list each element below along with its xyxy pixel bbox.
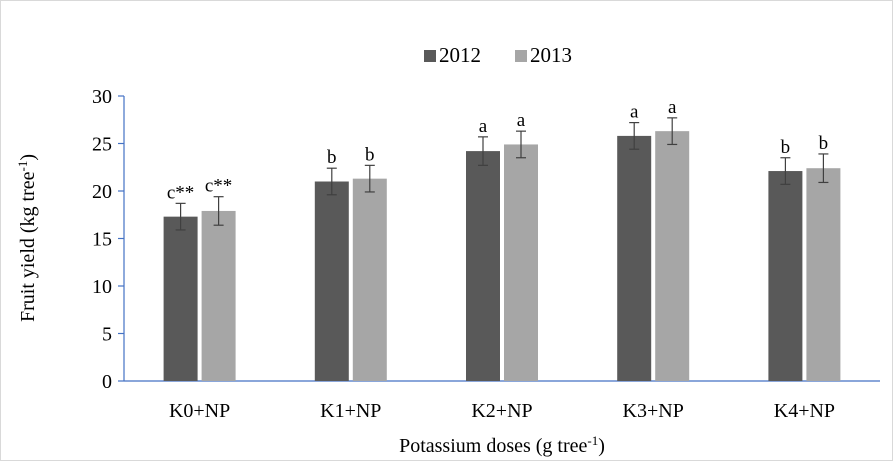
significance-label: a — [668, 97, 677, 118]
significance-label: a — [517, 110, 526, 131]
y-tick-label: 30 — [92, 86, 112, 108]
y-tick-group: 0 5 10 15 20 25 30 — [92, 86, 124, 393]
legend-label-2013: 2013 — [530, 43, 572, 67]
bar-2013-K1+NP — [352, 178, 387, 381]
significance-label: c** — [205, 176, 232, 197]
bar-2012-K0+NP — [163, 216, 198, 381]
significance-label: c** — [167, 182, 194, 203]
x-axis-title: Potassium doses (g tree-1) — [399, 433, 605, 457]
y-axis-title: Fruit yield (kg tree-1) — [15, 154, 39, 322]
x-tick-label: K0+NP — [169, 400, 230, 422]
bar-2013-K4+NP — [806, 168, 841, 381]
significance-label: b — [365, 144, 375, 165]
x-tick-label: K3+NP — [623, 400, 684, 422]
legend: 2012 2013 — [424, 43, 572, 67]
legend-label-2012: 2012 — [439, 43, 481, 67]
bar-2013-K3+NP — [655, 131, 690, 381]
x-tick-label: K2+NP — [471, 400, 532, 422]
x-tick-group: K0+NP K1+NP K2+NP K3+NP K4+NP — [169, 400, 835, 422]
bar-2013-K2+NP — [504, 144, 538, 381]
bar-2012-K1+NP — [314, 181, 349, 381]
legend-swatch-2012 — [424, 50, 436, 62]
x-tick-label: K4+NP — [774, 400, 835, 422]
bar-2013-K0+NP — [201, 210, 236, 381]
bar-group: c** c** b b a a a a b b — [163, 97, 841, 381]
y-tick-label: 20 — [92, 181, 112, 203]
y-tick-label: 15 — [92, 229, 112, 251]
legend-swatch-2013 — [515, 50, 527, 62]
y-tick-label: 25 — [92, 134, 112, 156]
significance-label: b — [781, 137, 791, 158]
significance-label: b — [327, 147, 337, 168]
significance-label: a — [630, 102, 639, 123]
y-tick-label: 5 — [102, 324, 112, 346]
x-tick-label: K1+NP — [320, 400, 381, 422]
significance-label: b — [819, 133, 829, 154]
y-tick-label: 10 — [92, 276, 112, 298]
y-tick-label: 0 — [102, 371, 112, 393]
significance-label: a — [479, 116, 488, 137]
bar-2012-K3+NP — [617, 135, 652, 381]
bar-2012-K4+NP — [768, 171, 803, 381]
bar-2012-K2+NP — [466, 151, 500, 381]
